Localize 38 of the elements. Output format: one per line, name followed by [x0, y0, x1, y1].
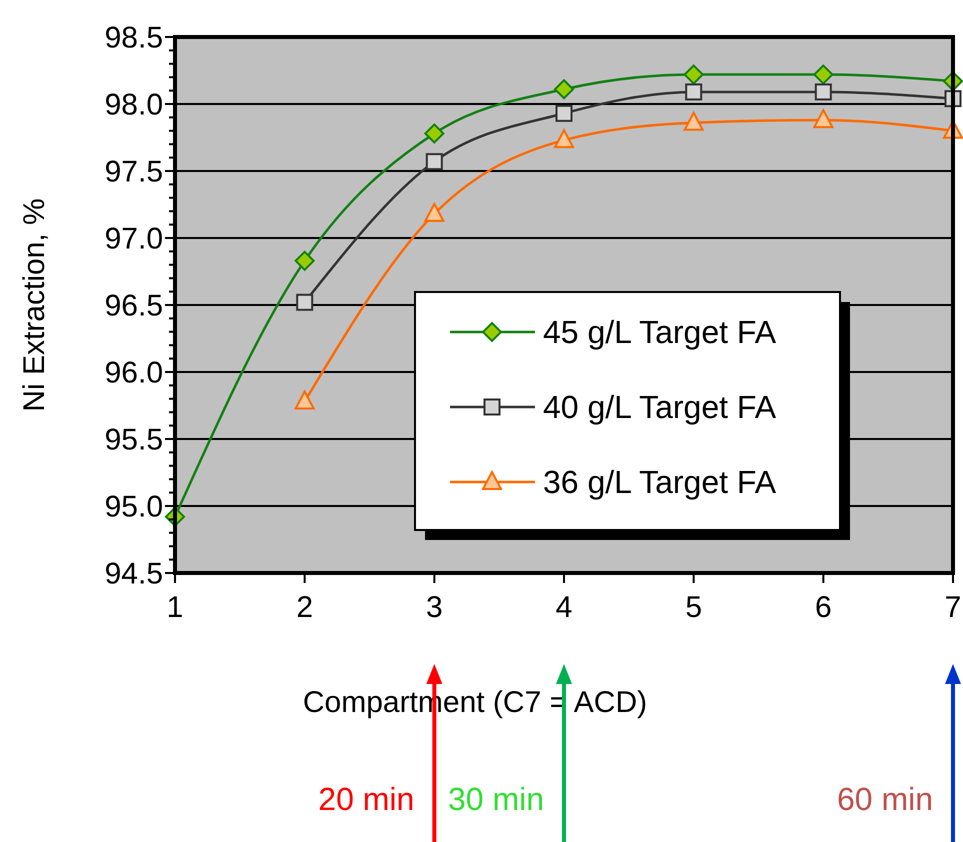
y-tick-label: 98.5 — [104, 22, 163, 54]
y-tick-label: 95.5 — [104, 424, 163, 456]
point — [296, 294, 314, 311]
point — [556, 104, 572, 122]
legend-label: 40 g/L Target FA — [543, 389, 777, 426]
text: 20 min — [318, 781, 414, 817]
y-tick-label: 97.0 — [104, 222, 163, 256]
y-tick-label: 95.0 — [104, 490, 163, 524]
point — [684, 112, 704, 131]
point — [813, 64, 834, 85]
y-tick-label: 96.5 — [104, 290, 163, 322]
y-axis-title: Ni Extraction, % — [18, 198, 51, 412]
legend-label: 36 g/L Target FA — [543, 464, 777, 500]
legend-label: 45 g/L Target FA — [543, 314, 777, 350]
y-tick-label: 98.0 — [104, 88, 163, 122]
y-tick-label: 96.0 — [104, 356, 163, 390]
text: 30 min — [448, 781, 544, 817]
x-tick-label: 5 — [685, 591, 702, 624]
x-tick-label: 6 — [814, 591, 832, 624]
point — [424, 202, 444, 222]
point — [294, 250, 315, 271]
text: 60 min — [836, 781, 933, 817]
point — [814, 83, 832, 100]
x-tick-label: 1 — [166, 591, 184, 624]
point — [684, 64, 704, 85]
x-tick-label: 4 — [556, 591, 572, 624]
point — [554, 129, 574, 148]
point — [426, 153, 443, 170]
y-tick-label: 97.5 — [104, 156, 163, 188]
x-tick-label: 2 — [296, 591, 314, 624]
point — [813, 109, 834, 128]
y-tick-label: 94.5 — [104, 558, 163, 590]
x-tick-label: 3 — [426, 591, 443, 624]
point — [554, 79, 574, 100]
point — [685, 83, 702, 100]
point — [424, 123, 444, 144]
point — [294, 390, 315, 410]
x-tick-label: 7 — [944, 591, 962, 624]
